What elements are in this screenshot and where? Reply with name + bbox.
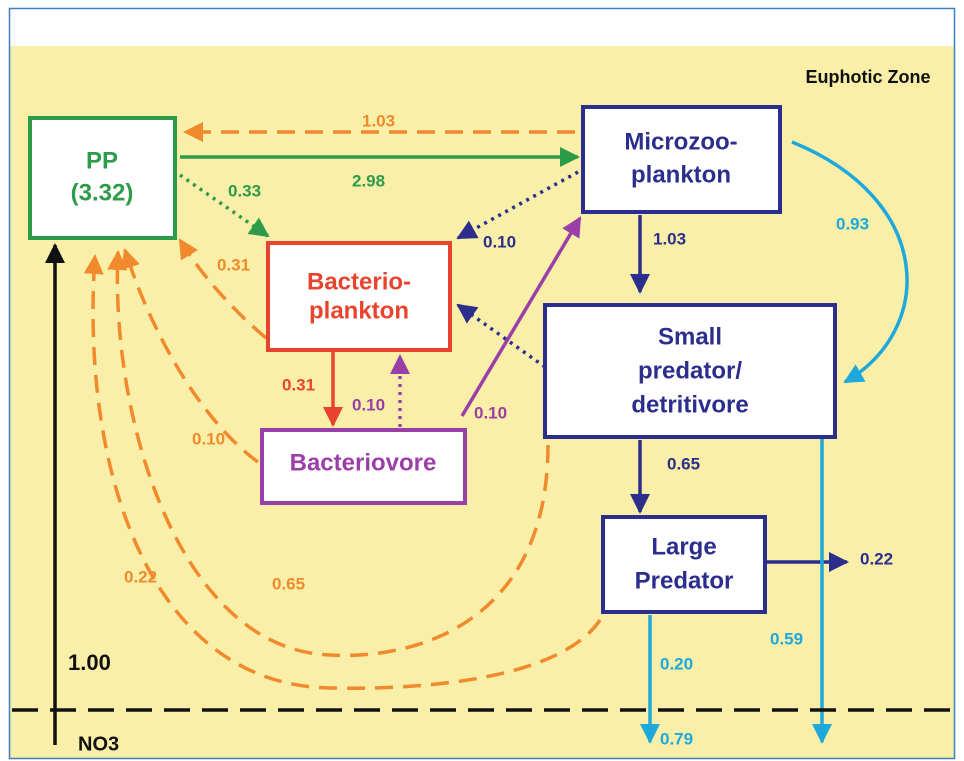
arrow bbox=[179, 173, 270, 238]
node-label: (3.32) bbox=[71, 179, 134, 206]
node-box bbox=[266, 241, 452, 352]
node-box bbox=[28, 116, 177, 240]
node-label: PP bbox=[86, 147, 118, 174]
arrows bbox=[12, 122, 955, 745]
boxes bbox=[28, 105, 837, 614]
arrow bbox=[107, 250, 550, 658]
flow-label: 0.10 bbox=[192, 429, 225, 448]
arrow bbox=[460, 216, 582, 417]
node-box bbox=[543, 303, 837, 439]
flow-label: 0.65 bbox=[667, 454, 700, 473]
arrow bbox=[456, 170, 579, 240]
arrow bbox=[456, 303, 547, 369]
flow-label: 2.98 bbox=[352, 171, 385, 190]
arrow bbox=[120, 248, 260, 464]
node-box bbox=[581, 105, 782, 214]
flow-label: 1.03 bbox=[362, 111, 395, 130]
node-label: Small bbox=[658, 323, 722, 350]
zone-label: Euphotic Zone bbox=[806, 67, 931, 87]
flow-label: 0.22 bbox=[124, 567, 157, 586]
flow-label: 0.93 bbox=[836, 214, 869, 233]
flow-label: 0.33 bbox=[228, 181, 261, 200]
node-box bbox=[260, 428, 467, 505]
node-label: predator/ bbox=[638, 357, 742, 384]
node-label: detritivore bbox=[631, 391, 748, 418]
upwelling-label: 1.00 bbox=[68, 650, 111, 675]
flow-label: 0.20 bbox=[660, 654, 693, 673]
flow-label: 0.31 bbox=[217, 255, 250, 274]
flow-label: 0.10 bbox=[483, 232, 516, 251]
flow-label: 0.79 bbox=[660, 729, 693, 748]
node-label: Bacterio- bbox=[307, 268, 411, 295]
flow-label: 0.22 bbox=[860, 549, 893, 568]
frame bbox=[8, 7, 956, 760]
flow-label: 0.31 bbox=[282, 375, 315, 394]
arrow bbox=[83, 254, 602, 690]
flow-label: 0.10 bbox=[474, 403, 507, 422]
arrow bbox=[178, 238, 268, 340]
node-box bbox=[601, 515, 767, 614]
flow-label: 0.65 bbox=[272, 574, 305, 593]
node-label: plankton bbox=[309, 297, 409, 324]
node-label: plankton bbox=[631, 161, 731, 188]
flow-label: 1.03 bbox=[653, 229, 686, 248]
arrow bbox=[791, 140, 909, 384]
flow-label: 0.59 bbox=[770, 629, 803, 648]
nutrient-label: NO3 bbox=[78, 733, 119, 755]
flow-label: 0.10 bbox=[352, 395, 385, 414]
node-label: Predator bbox=[635, 567, 734, 594]
node-label: Large bbox=[651, 533, 716, 560]
node-label: Bacteriovore bbox=[290, 449, 437, 476]
node-label: Microzoo- bbox=[624, 128, 737, 155]
